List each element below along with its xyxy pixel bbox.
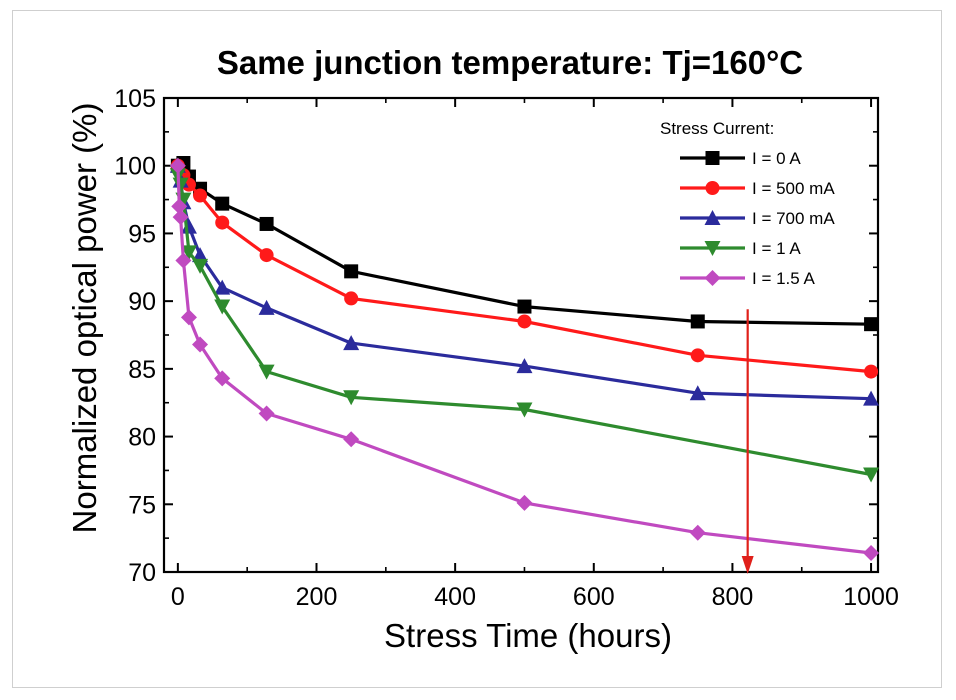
arrow-head bbox=[741, 556, 754, 574]
data-point bbox=[192, 258, 209, 274]
y-tick-label: 70 bbox=[128, 559, 156, 587]
data-point bbox=[517, 314, 532, 329]
y-tick-label: 75 bbox=[128, 491, 156, 519]
series-5 bbox=[169, 157, 880, 562]
figure-frame bbox=[12, 10, 942, 688]
data-point bbox=[172, 209, 189, 226]
data-point bbox=[192, 247, 209, 263]
data-point bbox=[689, 385, 706, 401]
data-point bbox=[516, 402, 533, 418]
legend-label: I = 0 A bbox=[752, 149, 801, 168]
data-point bbox=[863, 545, 880, 562]
series-line bbox=[176, 174, 872, 477]
legend-marker bbox=[705, 151, 720, 165]
data-point bbox=[180, 309, 197, 326]
y-tick-label: 100 bbox=[114, 153, 156, 181]
data-point bbox=[258, 364, 275, 380]
data-point bbox=[689, 524, 706, 541]
legend-item: I = 1.5 A bbox=[680, 269, 816, 288]
legend-item: I = 1 A bbox=[680, 239, 801, 258]
data-point bbox=[214, 299, 231, 315]
data-point bbox=[214, 370, 231, 387]
legend-marker bbox=[704, 241, 721, 256]
y-tick-label: 90 bbox=[128, 288, 156, 316]
y-tick-label: 80 bbox=[128, 424, 156, 452]
legend-item: I = 700 mA bbox=[680, 209, 835, 228]
x-tick-label: 200 bbox=[296, 583, 338, 611]
data-point bbox=[344, 264, 359, 279]
data-point bbox=[215, 196, 230, 211]
data-point bbox=[864, 317, 879, 332]
x-tick-label: 0 bbox=[171, 583, 185, 611]
legend: Stress Current: I = 0 A I = 500 mA I = 700… bbox=[660, 119, 835, 288]
legend-label: I = 1.5 A bbox=[752, 269, 816, 288]
data-point bbox=[171, 198, 188, 215]
data-point bbox=[180, 218, 197, 234]
legend-label: I = 1 A bbox=[752, 239, 801, 258]
data-point bbox=[259, 216, 274, 231]
x-tick-label: 800 bbox=[712, 583, 754, 611]
y-tick-label: 85 bbox=[128, 356, 156, 384]
x-axis-label: Stress Time (hours) bbox=[384, 617, 672, 654]
x-tick-label: 1000 bbox=[843, 583, 899, 611]
data-point bbox=[343, 335, 360, 351]
legend-marker bbox=[704, 270, 721, 286]
data-point bbox=[193, 188, 208, 203]
data-point bbox=[175, 252, 192, 269]
data-point bbox=[343, 390, 360, 406]
trend-arrow bbox=[741, 309, 754, 574]
data-point bbox=[863, 467, 880, 483]
data-point bbox=[169, 157, 186, 174]
data-point bbox=[863, 390, 880, 406]
data-point bbox=[516, 358, 533, 374]
data-point bbox=[192, 336, 209, 353]
data-point bbox=[258, 405, 275, 422]
data-point bbox=[517, 299, 532, 314]
legend-item: I = 0 A bbox=[680, 149, 801, 168]
data-point bbox=[214, 279, 231, 295]
legend-marker bbox=[705, 181, 720, 195]
data-point bbox=[343, 431, 360, 448]
legend-label: I = 500 mA bbox=[752, 179, 835, 198]
data-point bbox=[172, 177, 189, 193]
legend-label: I = 700 mA bbox=[752, 209, 835, 228]
data-point bbox=[690, 314, 705, 329]
x-tick-label: 400 bbox=[434, 583, 476, 611]
data-point bbox=[259, 248, 274, 263]
data-point bbox=[864, 364, 879, 379]
data-point bbox=[215, 215, 230, 230]
legend-title: Stress Current: bbox=[660, 119, 774, 138]
data-point bbox=[516, 494, 533, 511]
y-tick-label: 95 bbox=[128, 220, 156, 248]
data-point bbox=[180, 245, 197, 261]
y-tick-label: 105 bbox=[114, 85, 156, 113]
legend-marker bbox=[704, 210, 721, 225]
data-point bbox=[258, 299, 275, 315]
chart-title: Same junction temperature: Tj=160°C bbox=[217, 44, 803, 81]
legend-item: I = 500 mA bbox=[680, 179, 835, 198]
data-point bbox=[690, 348, 705, 363]
y-axis-label: Normalized optical power (%) bbox=[66, 103, 103, 534]
data-point bbox=[344, 291, 359, 306]
x-tick-label: 600 bbox=[573, 583, 615, 611]
